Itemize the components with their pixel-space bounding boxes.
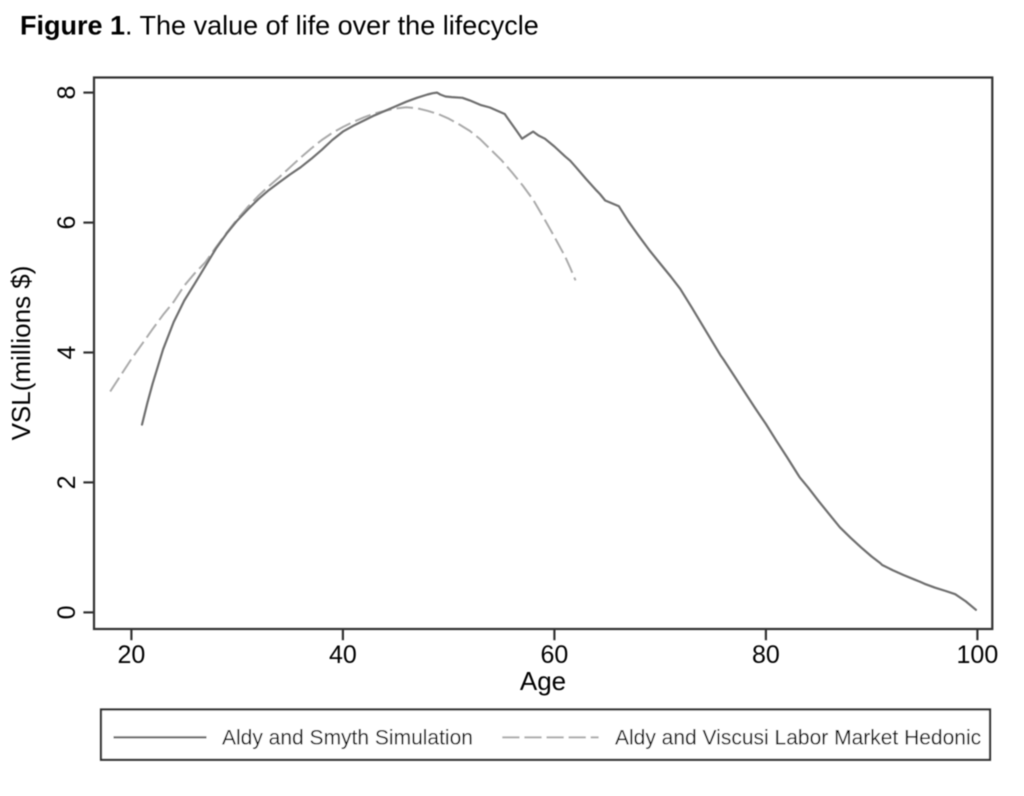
- svg-text:6: 6: [53, 216, 81, 230]
- svg-text:80: 80: [752, 641, 780, 669]
- svg-text:VSL(millions $): VSL(millions $): [6, 266, 36, 441]
- svg-text:Aldy and Smyth Simulation: Aldy and Smyth Simulation: [222, 727, 473, 750]
- svg-text:Aldy and Viscusi Labor Market: Aldy and Viscusi Labor Market Hedonic: [615, 727, 981, 750]
- svg-text:0: 0: [53, 605, 81, 619]
- svg-text:Figure 1. The value of life ov: Figure 1. The value of life over the lif…: [20, 11, 539, 41]
- svg-text:20: 20: [117, 641, 145, 669]
- svg-text:4: 4: [53, 345, 81, 359]
- svg-text:Age: Age: [520, 666, 566, 696]
- svg-text:8: 8: [53, 86, 81, 100]
- svg-text:40: 40: [329, 641, 357, 669]
- svg-text:2: 2: [53, 475, 81, 489]
- svg-text:100: 100: [957, 641, 999, 669]
- svg-text:60: 60: [540, 641, 568, 669]
